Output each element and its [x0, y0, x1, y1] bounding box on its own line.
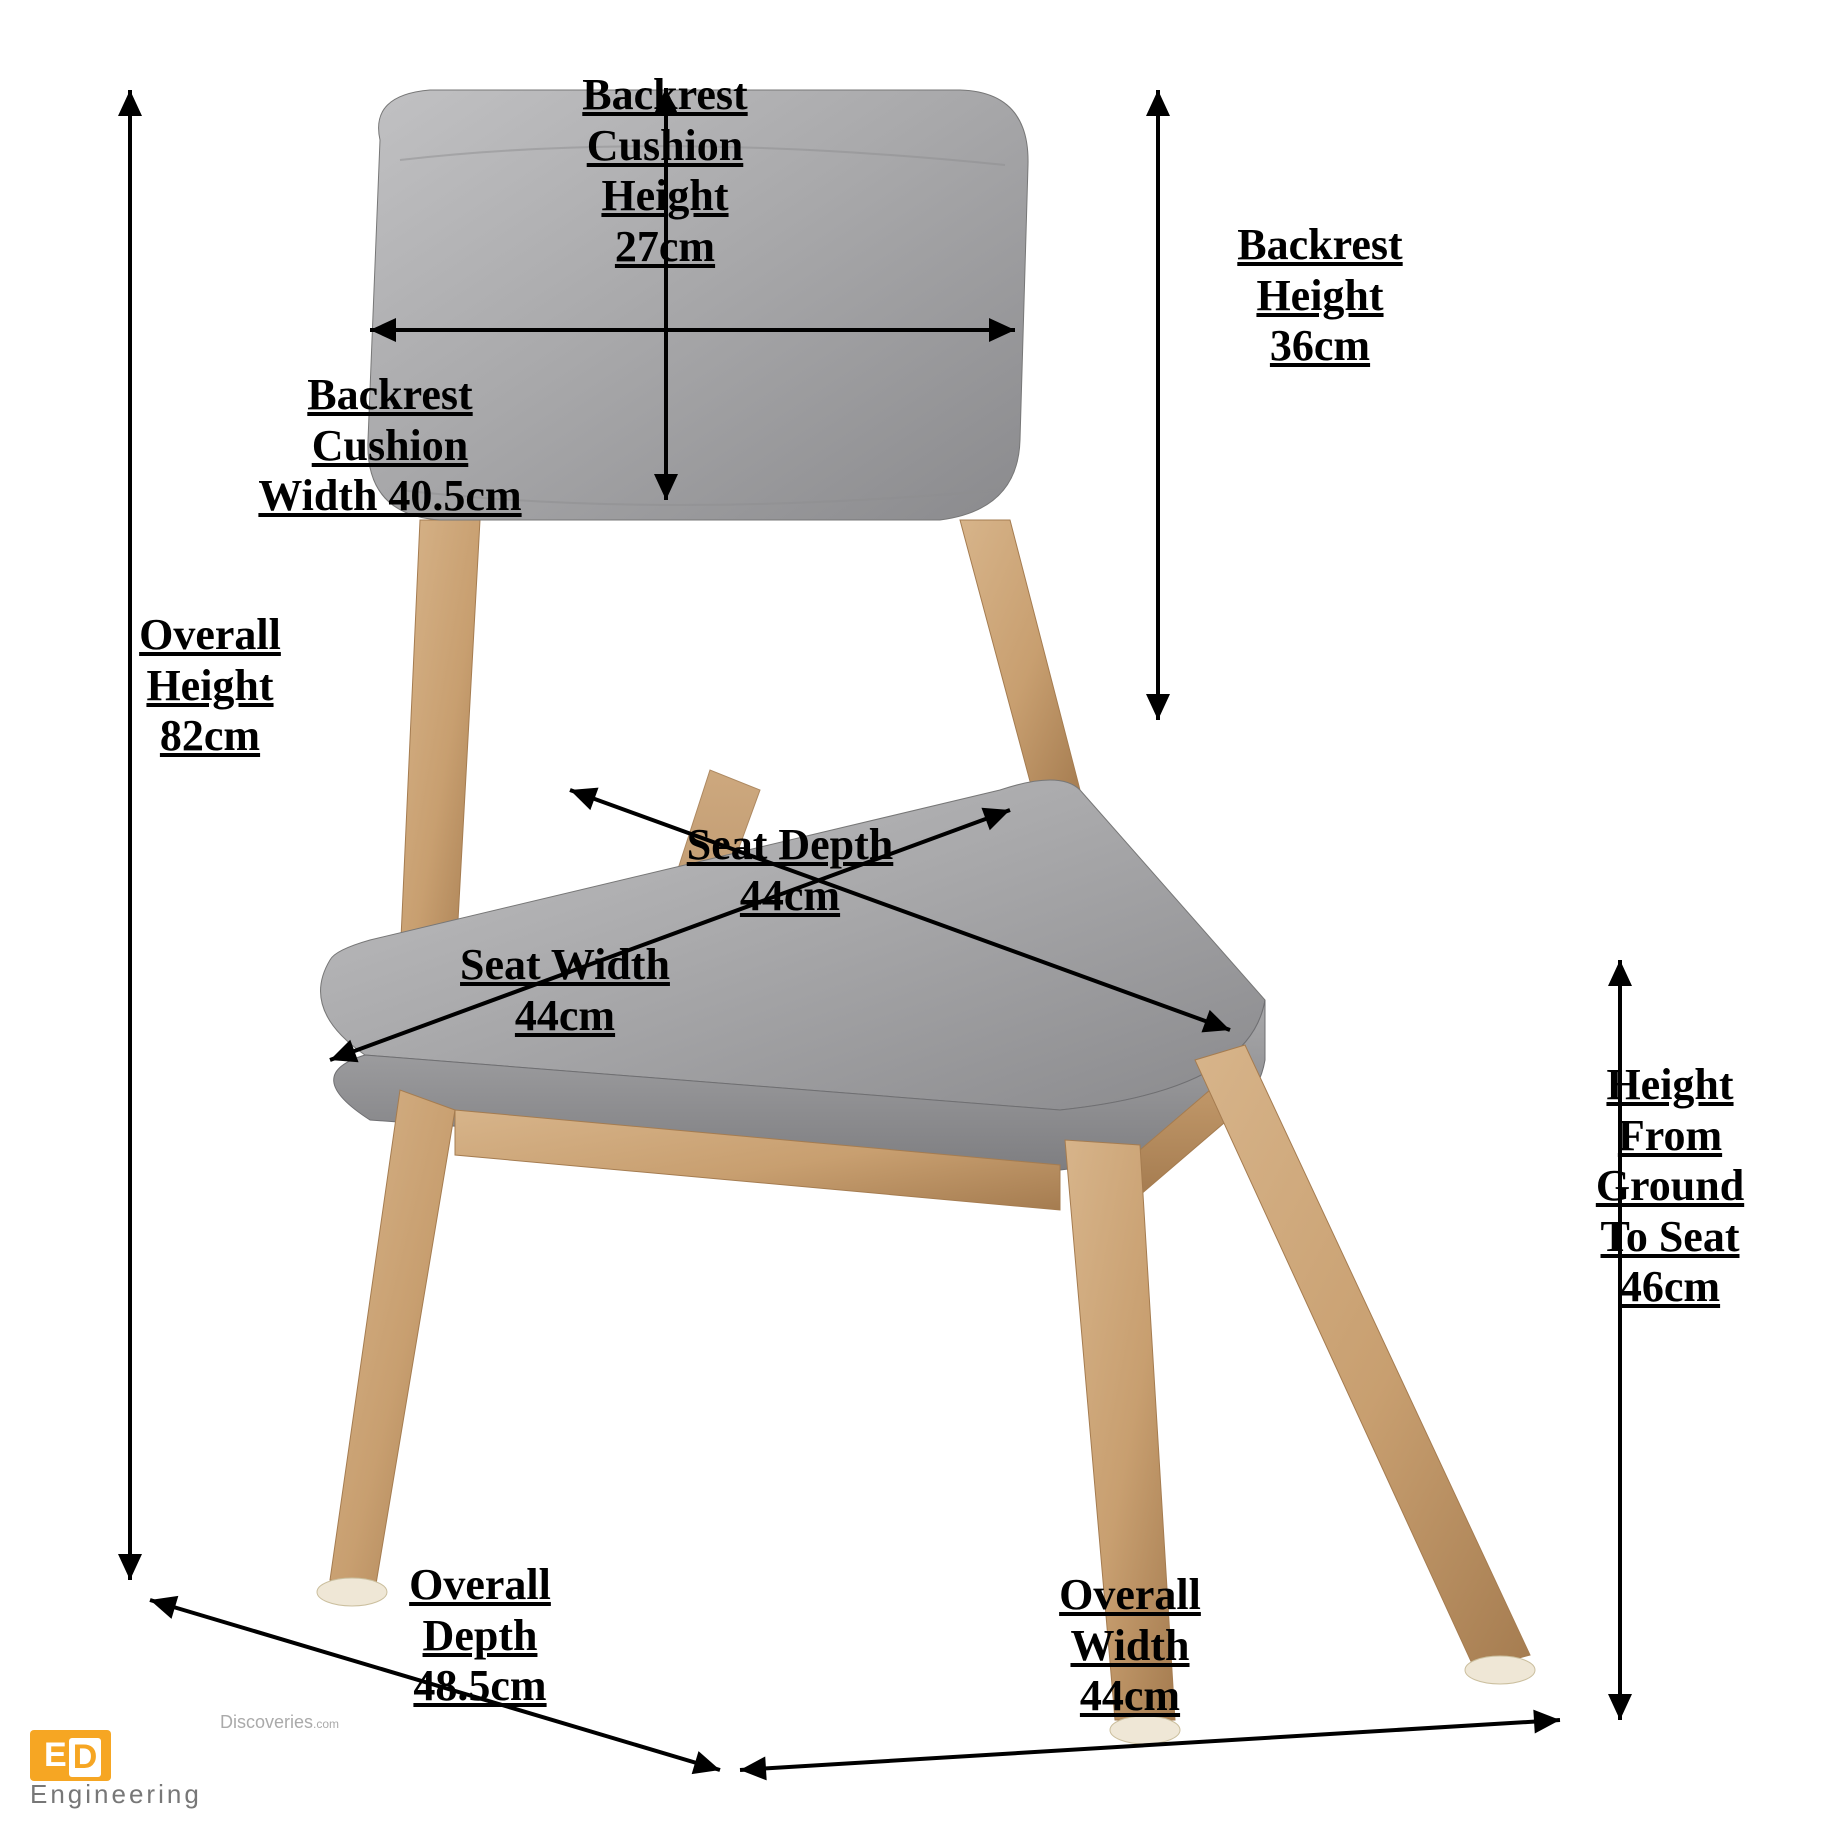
label-seat-width: Seat Width44cm	[400, 940, 730, 1041]
label-overall-height: OverallHeight82cm	[80, 610, 340, 762]
watermark: Discoveries.comEDEngineering	[30, 1730, 202, 1810]
diagram-stage: OverallHeight82cm BackrestCushionHeight27…	[0, 0, 1840, 1840]
label-overall-depth: OverallDepth48.5cm	[350, 1560, 610, 1712]
arrow-backrest-height	[1146, 90, 1170, 720]
label-seat-depth: Seat Depth44cm	[620, 820, 960, 921]
watermark-text: Engineering	[30, 1779, 202, 1810]
arrow-overall-height	[118, 90, 142, 1580]
label-backrest-cushion-height: BackrestCushionHeight27cm	[510, 70, 820, 272]
label-overall-width: OverallWidth44cm	[1000, 1570, 1260, 1722]
watermark-discoveries: Discoveries.com	[220, 1712, 339, 1733]
label-backrest-cushion-width: BackrestCushionWidth 40.5cm	[190, 370, 590, 522]
label-backrest-height: BackrestHeight36cm	[1190, 220, 1450, 372]
watermark-badge-icon: ED	[30, 1730, 111, 1781]
label-height-ground-seat: HeightFromGroundTo Seat46cm	[1540, 1060, 1800, 1313]
